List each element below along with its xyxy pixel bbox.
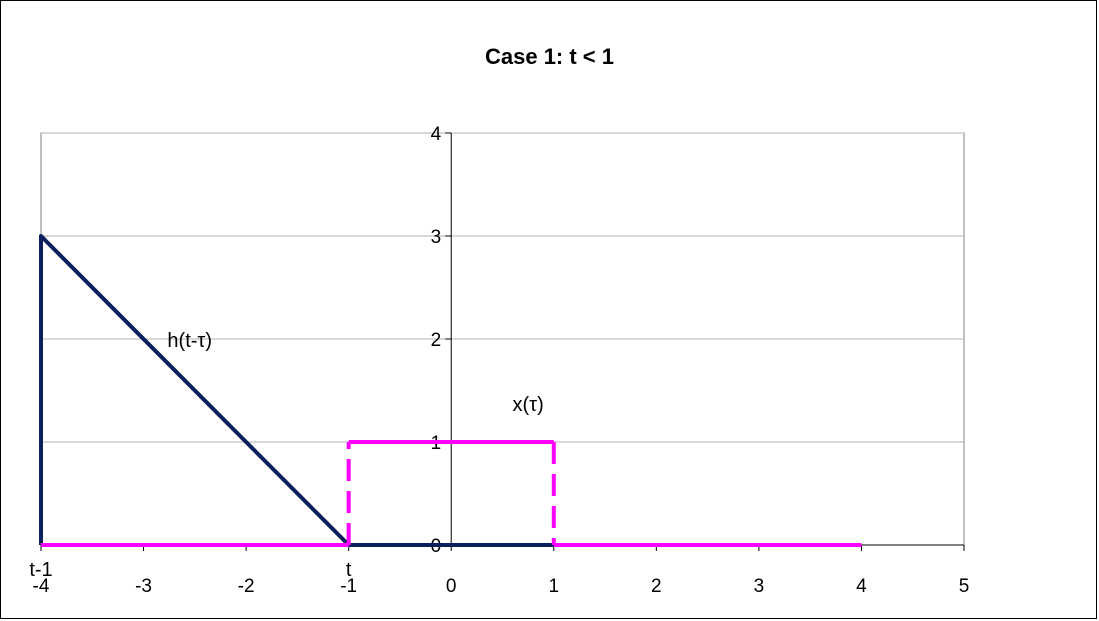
- y-tick-label: 3: [431, 227, 442, 248]
- x-tick-label: 4: [856, 576, 867, 597]
- x-tick-label: 5: [959, 576, 970, 597]
- x-tick-label: 1: [548, 576, 559, 597]
- x-tick-label: 2: [651, 576, 662, 597]
- annotation-label: t: [346, 559, 352, 581]
- x-tick-label: 3: [754, 576, 765, 597]
- x-tick-label: -1: [340, 576, 357, 597]
- x-tick-label: -2: [238, 576, 255, 597]
- annotation-label: x(τ): [513, 394, 544, 416]
- x-tick-label: -4: [33, 576, 50, 597]
- y-tick-label: 2: [431, 330, 442, 351]
- x-tick-label: 0: [446, 576, 457, 597]
- annotation-label: h(t-τ): [167, 330, 212, 352]
- y-tick-label: 4: [431, 124, 442, 145]
- x-tick-label: -3: [135, 576, 152, 597]
- annotation-label: t-1: [29, 559, 52, 581]
- chart-title: Case 1: t < 1: [484, 44, 614, 69]
